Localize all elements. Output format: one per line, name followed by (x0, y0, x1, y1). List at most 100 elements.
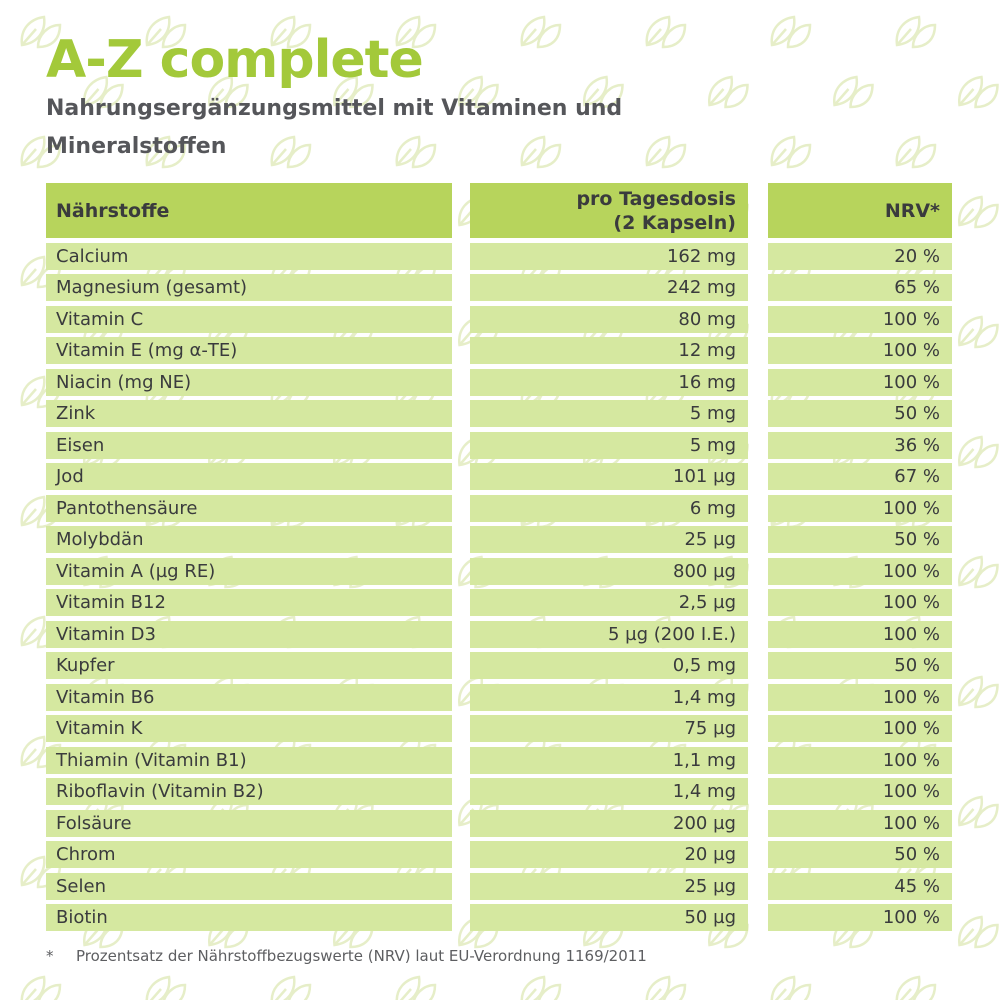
cell-per-dose: 50 µg (470, 904, 748, 931)
table-row: Chrom 20 µg 50 % (46, 841, 952, 868)
leaf-icon (395, 975, 437, 1000)
table-row: Magnesium (gesamt) 242 mg 65 % (46, 274, 952, 301)
cell-nutrient: Zink (46, 400, 452, 427)
nutrition-table: Nährstoffe pro Tagesdosis (2 Kapseln) NR… (46, 183, 952, 931)
leaf-icon (895, 15, 937, 49)
leaf-icon (270, 975, 312, 1000)
leaf-icon (958, 315, 999, 349)
table-row: Folsäure 200 µg 100 % (46, 809, 952, 837)
leaf-icon (270, 15, 312, 49)
cell-nrv: 67 % (768, 463, 952, 490)
leaf-icon (645, 15, 687, 49)
cell-nutrient: Eisen (46, 431, 452, 459)
leaf-icon (895, 135, 937, 169)
cell-nrv: 100 % (768, 557, 952, 585)
cell-per-dose: 0,5 mg (470, 652, 748, 679)
table-row: Riboflavin (Vitamin B2) 1,4 mg 100 % (46, 778, 952, 805)
cell-per-dose: 25 µg (470, 872, 748, 900)
cell-nutrient: Folsäure (46, 809, 452, 837)
leaf-icon (395, 15, 437, 49)
leaf-icon (958, 75, 999, 109)
leaf-icon (770, 15, 812, 49)
cell-nutrient: Jod (46, 463, 452, 490)
leaf-icon (208, 75, 249, 109)
leaf-icon (958, 675, 999, 709)
table-row: Molybdän 25 µg 50 % (46, 526, 952, 553)
table-row: Eisen 5 mg 36 % (46, 431, 952, 459)
footnote: * Prozentsatz der Nährstoffbezugswerte (N… (46, 947, 952, 965)
leaf-icon (395, 135, 437, 169)
cell-nutrient: Riboflavin (Vitamin B2) (46, 778, 452, 805)
cell-nrv: 100 % (768, 778, 952, 805)
cell-per-dose: 1,4 mg (470, 778, 748, 805)
cell-nutrient: Vitamin D3 (46, 620, 452, 648)
cell-per-dose: 75 µg (470, 715, 748, 742)
table-header-row: Nährstoffe pro Tagesdosis (2 Kapseln) NR… (46, 183, 952, 238)
table-row: Biotin 50 µg 100 % (46, 904, 952, 931)
table-row: Vitamin A (µg RE) 800 µg 100 % (46, 557, 952, 585)
leaf-icon (145, 135, 187, 169)
leaf-icon (770, 135, 812, 169)
table-row: Niacin (mg NE) 16 mg 100 % (46, 368, 952, 396)
cell-per-dose: 16 mg (470, 368, 748, 396)
cell-nrv: 100 % (768, 620, 952, 648)
cell-per-dose: 162 mg (470, 242, 748, 270)
cell-per-dose: 800 µg (470, 557, 748, 585)
cell-per-dose: 1,1 mg (470, 746, 748, 774)
cell-nrv: 100 % (768, 715, 952, 742)
table-row: Vitamin B12 2,5 µg 100 % (46, 589, 952, 616)
cell-per-dose: 5 mg (470, 431, 748, 459)
cell-nutrient: Chrom (46, 841, 452, 868)
cell-nrv: 100 % (768, 589, 952, 616)
cell-nutrient: Molybdän (46, 526, 452, 553)
cell-nrv: 100 % (768, 746, 952, 774)
leaf-icon (333, 75, 374, 109)
leaf-icon (145, 975, 187, 1000)
leaf-icon (520, 15, 562, 49)
cell-nutrient: Vitamin A (µg RE) (46, 557, 452, 585)
cell-per-dose: 1,4 mg (470, 683, 748, 711)
footnote-marker: * (46, 947, 54, 965)
table-row: Vitamin K 75 µg 100 % (46, 715, 952, 742)
cell-nutrient: Vitamin K (46, 715, 452, 742)
cell-nrv: 50 % (768, 652, 952, 679)
cell-nrv: 100 % (768, 305, 952, 333)
table-row: Thiamin (Vitamin B1) 1,1 mg 100 % (46, 746, 952, 774)
cell-per-dose: 5 mg (470, 400, 748, 427)
table-row: Kupfer 0,5 mg 50 % (46, 652, 952, 679)
cell-nutrient: Vitamin C (46, 305, 452, 333)
cell-nrv: 20 % (768, 242, 952, 270)
cell-per-dose: 2,5 µg (470, 589, 748, 616)
page-title: A-Z complete (46, 30, 424, 90)
leaf-icon (645, 135, 687, 169)
header-nutrient: Nährstoffe (46, 183, 452, 238)
cell-nutrient: Magnesium (gesamt) (46, 274, 452, 301)
leaf-icon (145, 15, 187, 49)
cell-per-dose: 25 µg (470, 526, 748, 553)
table-row: Selen 25 µg 45 % (46, 872, 952, 900)
table-row: Zink 5 mg 50 % (46, 400, 952, 427)
cell-nutrient: Niacin (mg NE) (46, 368, 452, 396)
cell-nutrient: Pantothensäure (46, 494, 452, 522)
cell-nrv: 50 % (768, 841, 952, 868)
leaf-icon (520, 135, 562, 169)
cell-nrv: 100 % (768, 337, 952, 364)
table-row: Vitamin D3 5 µg (200 I.E.) 100 % (46, 620, 952, 648)
cell-per-dose: 5 µg (200 I.E.) (470, 620, 748, 648)
table-row: Calcium 162 mg 20 % (46, 242, 952, 270)
page-subtitle: Nahrungsergänzungsmittel mit Vitaminen u… (46, 96, 623, 159)
cell-per-dose: 200 µg (470, 809, 748, 837)
cell-nrv: 100 % (768, 368, 952, 396)
cell-nutrient: Vitamin E (mg α-TE) (46, 337, 452, 364)
cell-nrv: 100 % (768, 809, 952, 837)
leaf-icon (833, 75, 874, 109)
cell-per-dose: 80 mg (470, 305, 748, 333)
cell-nrv: 100 % (768, 904, 952, 931)
leaf-icon (895, 975, 937, 1000)
cell-nrv: 50 % (768, 526, 952, 553)
table-row: Vitamin E (mg α-TE) 12 mg 100 % (46, 337, 952, 364)
table-row: Vitamin B6 1,4 mg 100 % (46, 683, 952, 711)
cell-nrv: 100 % (768, 494, 952, 522)
table-row: Vitamin C 80 mg 100 % (46, 305, 952, 333)
cell-nrv: 65 % (768, 274, 952, 301)
